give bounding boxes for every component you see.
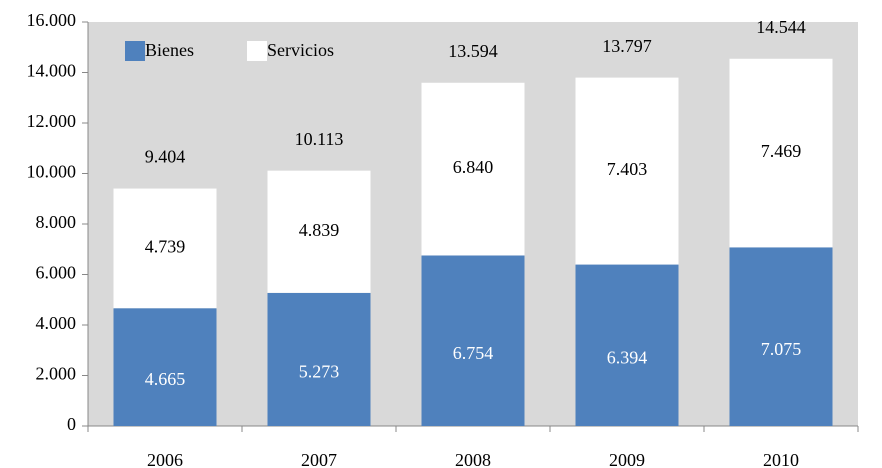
y-tick-label: 2.000 [36, 364, 77, 384]
value-label: 5.273 [299, 362, 340, 382]
total-label: 10.113 [295, 129, 344, 149]
x-tick-label: 2008 [455, 450, 491, 468]
legend-label: Servicios [267, 40, 334, 60]
bar-segment [113, 188, 217, 309]
bar-segment [113, 308, 217, 426]
legend-swatch [125, 41, 145, 61]
y-tick-label: 10.000 [27, 162, 77, 182]
y-tick-label: 0 [67, 414, 76, 434]
value-label: 4.839 [299, 220, 340, 240]
value-label: 4.665 [145, 369, 186, 389]
x-tick-label: 2006 [147, 450, 183, 468]
value-label: 6.394 [607, 347, 648, 367]
total-label: 14.544 [756, 17, 806, 37]
y-tick-label: 4.000 [36, 313, 77, 333]
bar-segment [575, 264, 679, 426]
x-tick-label: 2009 [609, 450, 645, 468]
bar-segment [729, 247, 833, 426]
y-tick-label: 6.000 [36, 263, 77, 283]
value-label: 7.403 [607, 159, 648, 179]
legend-label: Bienes [145, 40, 194, 60]
value-label: 6.754 [453, 343, 494, 363]
bar-segment [267, 170, 371, 293]
value-label: 6.840 [453, 157, 494, 177]
value-label: 7.075 [761, 339, 802, 359]
value-label: 4.739 [145, 237, 186, 257]
y-tick-label: 16.000 [27, 10, 77, 30]
total-label: 13.797 [602, 36, 652, 56]
legend-swatch [247, 41, 267, 61]
total-label: 9.404 [145, 147, 186, 167]
y-tick-label: 8.000 [36, 212, 77, 232]
bar-segment [421, 82, 525, 256]
x-tick-label: 2010 [763, 450, 799, 468]
bar-segment [421, 255, 525, 426]
bar-segment [267, 292, 371, 426]
value-label: 7.469 [761, 141, 802, 161]
bar-segment [729, 58, 833, 248]
bar-segment [575, 77, 679, 265]
y-tick-label: 14.000 [27, 61, 77, 81]
x-tick-label: 2007 [301, 450, 337, 468]
y-tick-label: 12.000 [27, 111, 77, 131]
total-label: 13.594 [448, 41, 498, 61]
